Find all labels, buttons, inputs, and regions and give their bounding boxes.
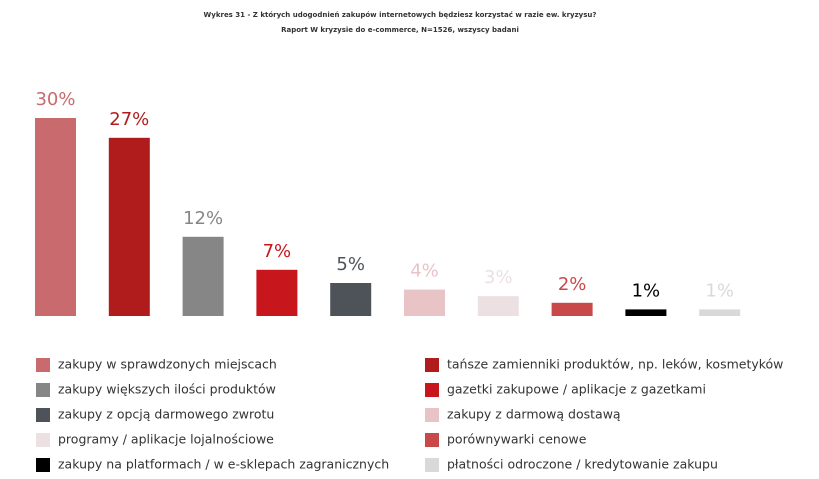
legend-label: zakupy z opcją darmowego zwrotu bbox=[58, 407, 274, 422]
value-label: 27% bbox=[109, 109, 149, 130]
legend-label: zakupy z darmową dostawą bbox=[447, 407, 621, 422]
chart-subtitle: Raport W kryzysie do e-commerce, N=1526,… bbox=[281, 26, 519, 34]
chart-title: Wykres 31 - Z których udogodnień zakupów… bbox=[204, 11, 597, 19]
bar bbox=[182, 236, 224, 316]
legend-swatch bbox=[425, 358, 439, 372]
legend-swatch bbox=[36, 458, 50, 472]
bar bbox=[330, 283, 372, 316]
value-label: 5% bbox=[336, 254, 365, 275]
legend-label: zakupy większych ilości produktów bbox=[58, 382, 276, 397]
bar bbox=[625, 309, 667, 316]
bar bbox=[404, 289, 445, 316]
legend-swatch bbox=[425, 383, 439, 397]
bar bbox=[108, 137, 150, 316]
bar bbox=[699, 309, 741, 316]
bar bbox=[256, 269, 298, 316]
legend-swatch bbox=[36, 408, 50, 422]
legend-label: programy / aplikacje lojalnościowe bbox=[58, 432, 274, 447]
legend-label: płatności odroczone / kredytowanie zakup… bbox=[447, 457, 718, 472]
legend-swatch bbox=[425, 408, 439, 422]
legend-swatch bbox=[36, 433, 50, 447]
value-label: 3% bbox=[484, 267, 513, 288]
legend-label: tańsze zamienniki produktów, np. leków, … bbox=[447, 357, 783, 372]
legend-swatch bbox=[36, 383, 50, 397]
bar bbox=[551, 302, 593, 316]
bar bbox=[35, 118, 76, 316]
legend-swatch bbox=[425, 433, 439, 447]
value-label: 2% bbox=[558, 274, 587, 295]
value-label: 4% bbox=[410, 261, 439, 282]
legend-label: zakupy w sprawdzonych miejscach bbox=[58, 357, 277, 372]
value-label: 1% bbox=[632, 280, 661, 301]
legend-label: porównywarki cenowe bbox=[447, 432, 587, 447]
value-label: 7% bbox=[263, 241, 292, 262]
value-label: 1% bbox=[705, 280, 734, 301]
legend-label: zakupy na platformach / w e-sklepach zag… bbox=[58, 457, 389, 472]
value-label: 30% bbox=[35, 89, 75, 110]
bar bbox=[477, 296, 519, 316]
legend-label: gazetki zakupowe / aplikacje z gazetkami bbox=[447, 382, 706, 397]
legend-swatch bbox=[36, 358, 50, 372]
value-label: 12% bbox=[183, 208, 223, 229]
legend-swatch bbox=[425, 458, 439, 472]
